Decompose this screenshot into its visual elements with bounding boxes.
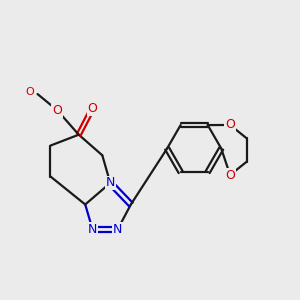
Text: O: O [25,87,34,97]
Text: N: N [88,223,97,236]
Text: N: N [106,176,115,190]
Text: O: O [88,102,98,115]
Text: O: O [52,104,62,117]
Text: O: O [225,118,235,131]
Text: O: O [225,169,235,182]
Text: N: N [113,223,122,236]
